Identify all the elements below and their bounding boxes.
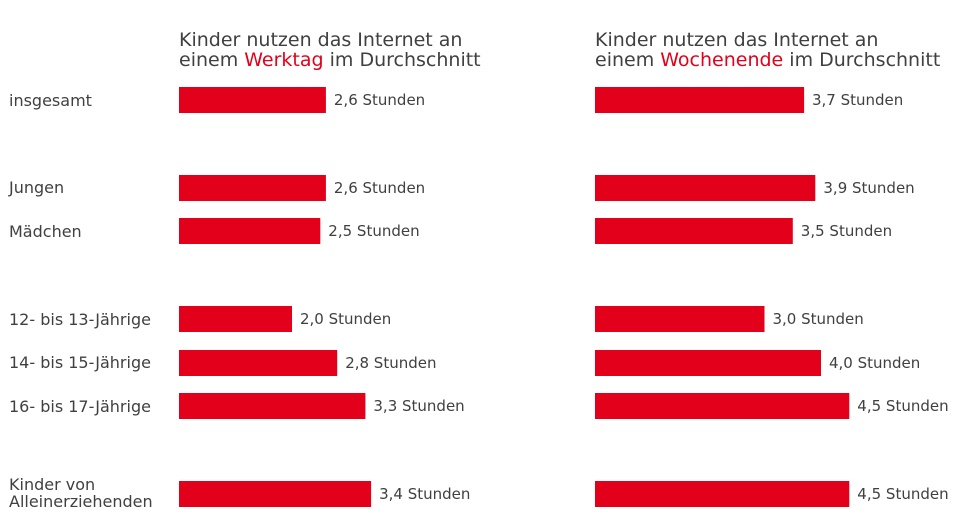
bar-wochenende-0	[595, 87, 805, 113]
category-label-line2: Alleinerziehenden	[9, 492, 153, 511]
bar-wochenende-4	[595, 350, 821, 376]
category-label-jungen: Jungen	[9, 180, 64, 196]
wochenende-panel-title: Kinder nutzen das Internet an einem Woch…	[595, 30, 940, 70]
value-label-werktag-1: 2,6 Stunden	[334, 179, 425, 197]
value-label-wochenende-2: 3,5 Stunden	[801, 222, 892, 240]
bar-werktag-2	[179, 218, 321, 244]
category-label-text: 14- bis 15-Jährige	[9, 353, 151, 372]
value-label-wochenende-3: 3,0 Stunden	[773, 310, 864, 328]
value-label-werktag-2: 2,5 Stunden	[328, 222, 419, 240]
value-label-wochenende-5: 4,5 Stunden	[857, 397, 948, 415]
bar-werktag-5	[179, 393, 366, 419]
value-label-wochenende-1: 3,9 Stunden	[823, 179, 914, 197]
bar-werktag-0	[179, 87, 326, 113]
value-label-werktag-5: 3,3 Stunden	[373, 397, 464, 415]
bar-wochenende-1	[595, 175, 816, 201]
wochenende-title-prefix: einem	[595, 49, 661, 71]
bar-wochenende-5	[595, 393, 850, 419]
category-label-alleinerziehende: Kinder von Alleinerziehenden	[9, 476, 153, 510]
category-label-text: insgesamt	[9, 91, 92, 110]
werktag-title-line2: einem Werktag im Durchschnitt	[179, 50, 481, 70]
value-label-werktag-6: 3,4 Stunden	[379, 485, 470, 503]
category-label-text: Mädchen	[9, 222, 82, 241]
bar-wochenende-3	[595, 306, 765, 332]
category-label-maedchen: Mädchen	[9, 224, 82, 240]
werktag-title-suffix: im Durchschnitt	[323, 49, 481, 71]
werktag-title-prefix: einem	[179, 49, 245, 71]
category-label-text: Jungen	[9, 178, 65, 197]
bar-werktag-3	[179, 306, 292, 332]
category-label-text: 16- bis 17-Jährige	[9, 397, 151, 416]
category-label-14-15: 14- bis 15-Jährige	[9, 355, 151, 371]
category-label-12-13: 12- bis 13-Jährige	[9, 312, 151, 328]
werktag-title-line1: Kinder nutzen das Internet an	[179, 29, 463, 51]
wochenende-title-line2: einem Wochenende im Durchschnitt	[595, 50, 940, 70]
value-label-wochenende-6: 4,5 Stunden	[857, 485, 948, 503]
value-label-werktag-4: 2,8 Stunden	[345, 354, 436, 372]
category-label-insgesamt: insgesamt	[9, 93, 92, 109]
value-label-wochenende-0: 3,7 Stunden	[812, 91, 903, 109]
werktag-title-highlight: Werktag	[244, 49, 324, 71]
bar-werktag-4	[179, 350, 338, 376]
bar-werktag-1	[179, 175, 326, 201]
category-label-16-17: 16- bis 17-Jährige	[9, 399, 151, 415]
category-label-text: 12- bis 13-Jährige	[9, 310, 151, 329]
werktag-panel-title: Kinder nutzen das Internet an einem Werk…	[179, 30, 481, 70]
value-label-werktag-0: 2,6 Stunden	[334, 91, 425, 109]
wochenende-title-line1: Kinder nutzen das Internet an	[595, 29, 879, 51]
wochenende-title-highlight: Wochenende	[660, 49, 784, 71]
bar-werktag-6	[179, 481, 372, 507]
value-label-werktag-3: 2,0 Stunden	[300, 310, 391, 328]
value-label-wochenende-4: 4,0 Stunden	[829, 354, 920, 372]
wochenende-title-suffix: im Durchschnitt	[783, 49, 941, 71]
bar-wochenende-6	[595, 481, 850, 507]
bar-wochenende-2	[595, 218, 793, 244]
category-label-line1: Kinder von	[9, 475, 96, 494]
